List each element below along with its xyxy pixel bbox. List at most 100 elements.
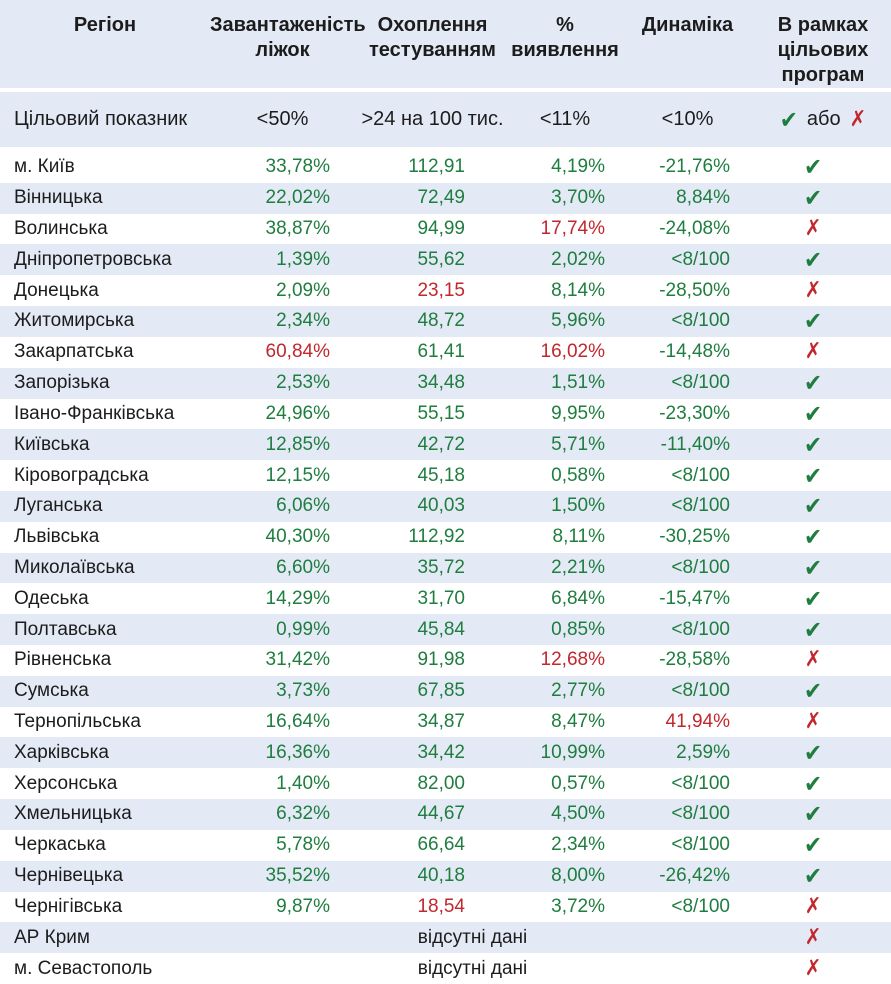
testing-value: 61,41	[417, 341, 465, 363]
table-row: Кіровоградська 12,15% 45,18 0,58% <8/100…	[0, 460, 891, 491]
detection-value: 8,47%	[551, 711, 605, 733]
status-icon: ✔	[803, 553, 823, 582]
beds-value: 12,15%	[265, 464, 330, 486]
testing-value: 112,91	[408, 156, 465, 178]
testing-value: 34,87	[417, 711, 465, 733]
dynamics-value: -21,76%	[659, 156, 730, 178]
status-icon: ✔	[803, 615, 823, 644]
target-row-divider	[0, 147, 891, 152]
status-icon: ✗	[804, 339, 822, 365]
cross-icon: ✗	[849, 107, 867, 132]
region-name: Харківська	[14, 741, 109, 763]
region-name: Миколаївська	[14, 556, 135, 578]
dynamics-value: <8/100	[671, 618, 730, 640]
dynamics-value: <8/100	[671, 803, 730, 825]
beds-value: 3,73%	[276, 680, 330, 702]
status-icon: ✔	[803, 769, 823, 798]
target-dynamics-value: <10%	[661, 108, 714, 130]
target-row-label: Цільовий показник	[14, 108, 188, 130]
detection-value: 6,84%	[551, 587, 605, 609]
detection-value: 4,19%	[551, 156, 605, 178]
beds-value: 0,99%	[276, 618, 330, 640]
beds-value: 2,09%	[276, 279, 330, 301]
status-icon: ✔	[803, 399, 823, 428]
table-row: Тернопільська 16,64% 34,87 8,47% 41,94% …	[0, 706, 891, 738]
beds-value: 16,36%	[265, 741, 330, 763]
beds-value: 2,34%	[276, 310, 330, 332]
region-name: Київська	[14, 433, 90, 455]
table-row: Донецька 2,09% 23,15 8,14% -28,50% ✗	[0, 275, 891, 307]
dynamics-value: 2,59%	[676, 741, 730, 763]
table-row: Львівська 40,30% 112,92 8,11% -30,25% ✔	[0, 521, 891, 553]
status-icon: ✔	[803, 800, 823, 829]
testing-value: 66,64	[417, 834, 465, 856]
region-name: Черкаська	[14, 834, 106, 856]
region-name: Закарпатська	[14, 341, 134, 363]
dynamics-value: -26,42%	[659, 865, 730, 887]
table-row: АР Крим відсутні дані ✗	[0, 922, 891, 954]
region-name: Донецька	[14, 279, 99, 301]
detection-value: 8,00%	[551, 865, 605, 887]
detection-value: 0,85%	[551, 618, 605, 640]
dynamics-value: -30,25%	[659, 526, 730, 548]
beds-value: 60,84%	[265, 341, 330, 363]
table-row: Одеська 14,29% 31,70 6,84% -15,47% ✔	[0, 583, 891, 615]
region-name: м. Київ	[14, 156, 75, 178]
or-label: або	[806, 108, 841, 130]
region-name: АР Крим	[14, 926, 90, 948]
beds-value: 2,53%	[276, 372, 330, 394]
dynamics-value: <8/100	[671, 372, 730, 394]
status-icon: ✗	[804, 924, 822, 950]
detection-value: 17,74%	[540, 218, 605, 240]
status-icon: ✔	[803, 492, 823, 521]
status-icon: ✔	[803, 430, 823, 459]
beds-value: 22,02%	[265, 187, 330, 209]
region-name: Кіровоградська	[14, 464, 149, 486]
table-row: Харківська 16,36% 34,42 10,99% 2,59% ✔	[0, 737, 891, 769]
testing-value: 45,18	[417, 464, 465, 486]
checkmark-icon: ✔	[779, 105, 798, 134]
beds-value: 24,96%	[265, 402, 330, 424]
status-icon: ✔	[803, 862, 823, 891]
target-detection-value: <11%	[539, 108, 591, 130]
dynamics-value: <8/100	[671, 310, 730, 332]
table-row: Херсонська 1,40% 82,00 0,57% <8/100 ✔	[0, 768, 891, 800]
region-name: Рівненська	[14, 649, 112, 671]
testing-value: 34,48	[417, 372, 465, 394]
detection-value: 0,58%	[551, 464, 605, 486]
testing-value: 40,18	[417, 865, 465, 887]
testing-value: 94,99	[417, 218, 465, 240]
table-row: Київська 12,85% 42,72 5,71% -11,40% ✔	[0, 429, 891, 461]
dynamics-value: <8/100	[671, 464, 730, 486]
col-header-detection-rate: % виявлення	[511, 14, 619, 61]
beds-value: 6,60%	[276, 556, 330, 578]
region-name: Житомирська	[14, 310, 135, 332]
detection-value: 2,02%	[551, 248, 605, 270]
dynamics-value: <8/100	[671, 495, 730, 517]
testing-value: 31,70	[417, 587, 465, 609]
dynamics-value: -23,30%	[659, 402, 730, 424]
detection-value: 1,50%	[551, 495, 605, 517]
table-row: м. Севастополь відсутні дані ✗	[0, 953, 891, 984]
testing-value: 40,03	[417, 495, 465, 517]
dynamics-value: <8/100	[671, 895, 730, 917]
detection-value: 2,34%	[551, 834, 605, 856]
testing-value: 67,85	[417, 680, 465, 702]
status-icon: ✗	[804, 277, 822, 303]
detection-value: 2,21%	[551, 556, 605, 578]
table-row: Черкаська 5,78% 66,64 2,34% <8/100 ✔	[0, 829, 891, 861]
testing-value: 55,62	[417, 248, 465, 270]
region-name: м. Севастополь	[14, 957, 153, 979]
testing-value: 35,72	[417, 556, 465, 578]
table-header: Регіон Завантаженість ліжок Охоплення те…	[0, 0, 891, 88]
dynamics-value: -14,48%	[659, 341, 730, 363]
region-name: Івано-Франківська	[14, 402, 175, 424]
testing-value: 91,98	[417, 649, 465, 671]
testing-value: 23,15	[417, 279, 465, 301]
status-icon: ✔	[803, 584, 823, 613]
region-name: Чернівецька	[14, 865, 124, 887]
detection-value: 8,14%	[551, 279, 605, 301]
detection-value: 1,51%	[551, 372, 605, 394]
table-row: Миколаївська 6,60% 35,72 2,21% <8/100 ✔	[0, 552, 891, 584]
